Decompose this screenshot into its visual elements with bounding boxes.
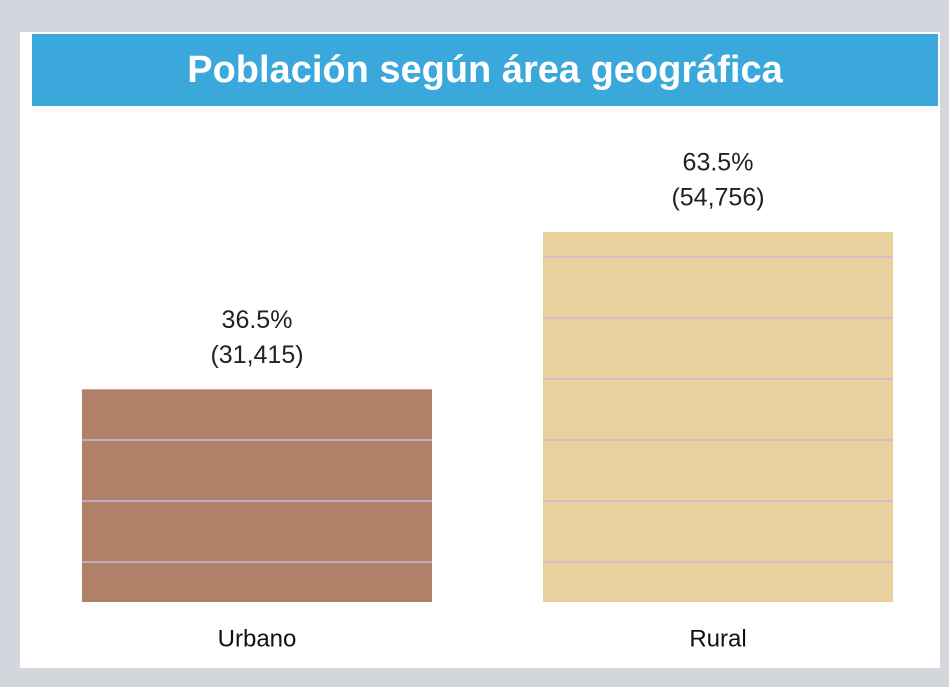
value-label: 63.5% — [683, 149, 754, 177]
bar — [82, 389, 432, 602]
bar — [543, 232, 893, 602]
x-tick-label: Rural — [689, 625, 746, 652]
population-label: (31,415) — [210, 341, 303, 369]
x-tick-label: Urbano — [218, 625, 297, 652]
chart-title: Población según área geográfica — [187, 49, 783, 91]
title-bar — [32, 34, 938, 106]
population-label: (54,756) — [671, 184, 764, 212]
value-label: 36.5% — [222, 306, 293, 334]
